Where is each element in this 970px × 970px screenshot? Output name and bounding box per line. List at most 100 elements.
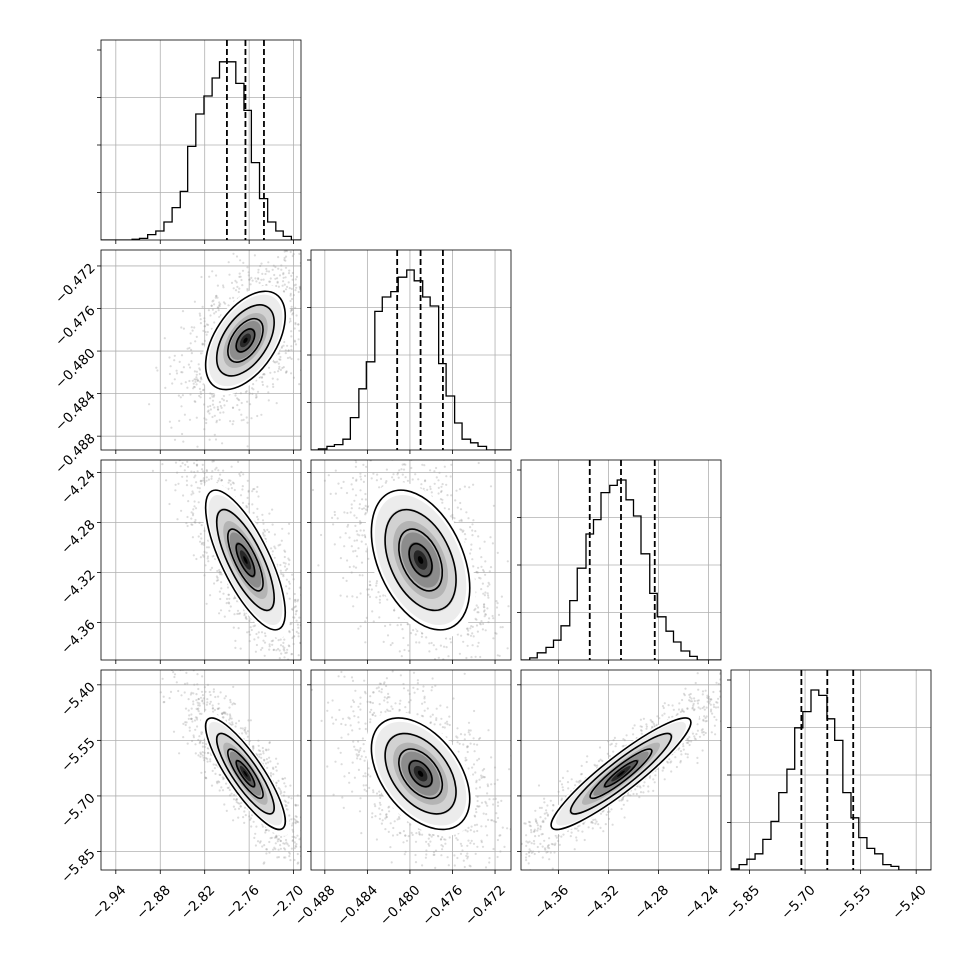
- scatter-point: [278, 352, 281, 355]
- scatter-point: [191, 453, 193, 455]
- scatter-point: [276, 277, 279, 280]
- scatter-point: [199, 390, 202, 393]
- scatter-point: [277, 779, 280, 783]
- scatter-point: [443, 661, 445, 663]
- scatter-point: [181, 310, 185, 313]
- scatter-point: [467, 629, 470, 632]
- scatter-point: [487, 594, 490, 597]
- scatter-point: [281, 366, 284, 370]
- scatter-point: [284, 371, 288, 374]
- scatter-point: [279, 790, 282, 793]
- scatter-point: [271, 508, 274, 511]
- panel-frame: [310, 459, 512, 661]
- scatter-point: [307, 601, 309, 603]
- scatter-point: [207, 409, 210, 412]
- scatter-point: [213, 321, 216, 324]
- scatter-point: [381, 451, 383, 453]
- scatter-point: [213, 406, 216, 409]
- scatter-point: [290, 372, 293, 375]
- scatter-point: [474, 617, 477, 621]
- scatter-point: [292, 606, 295, 610]
- scatter-point: [490, 661, 492, 663]
- scatter-point: [286, 344, 289, 347]
- panel-frame: [310, 249, 512, 451]
- scatter-point: [256, 507, 259, 510]
- scatter-point: [274, 361, 277, 364]
- scatter-point: [194, 474, 197, 477]
- scatter-point: [204, 690, 207, 693]
- scatter-point: [293, 599, 296, 602]
- scatter-point: [244, 731, 247, 734]
- scatter-point: [215, 780, 218, 784]
- scatter-point: [173, 673, 177, 676]
- scatter-point: [197, 501, 200, 504]
- scatter-point: [288, 701, 290, 703]
- scatter-point: [203, 428, 206, 431]
- scatter-point: [440, 485, 443, 488]
- scatter-point: [179, 465, 182, 468]
- scatter-point: [479, 577, 482, 580]
- scatter-point: [372, 472, 375, 475]
- scatter-point: [237, 802, 240, 805]
- scatter-point: [465, 666, 467, 668]
- scatter-point: [222, 711, 225, 714]
- scatter-point: [193, 500, 196, 503]
- scatter-point: [368, 583, 371, 587]
- scatter-point: [261, 513, 264, 516]
- scatter-point: [239, 275, 242, 278]
- scatter-point: [273, 371, 276, 374]
- scatter-point: [208, 438, 211, 441]
- scatter-point: [500, 595, 503, 598]
- scatter-point: [190, 523, 193, 526]
- scatter-point: [277, 544, 280, 547]
- scatter-point: [398, 469, 401, 472]
- scatter-point: [281, 284, 284, 287]
- scatter-point: [463, 533, 467, 536]
- scatter-point: [359, 592, 362, 595]
- scatter-point: [487, 621, 490, 624]
- scatter-point: [201, 554, 205, 557]
- scatter-point: [288, 287, 291, 290]
- scatter-point: [466, 627, 469, 630]
- scatter-point: [421, 632, 424, 635]
- scatter-point: [214, 772, 217, 776]
- scatter-panel-3-0: [101, 670, 301, 870]
- scatter-point: [256, 414, 259, 418]
- histogram-panel-0: [101, 40, 301, 240]
- scatter-point: [314, 310, 316, 312]
- scatter-point: [185, 479, 188, 482]
- scatter-point: [531, 687, 533, 689]
- scatter-point: [400, 655, 403, 658]
- scatter-point: [239, 494, 243, 497]
- scatter-point: [392, 473, 395, 476]
- scatter-point: [254, 650, 257, 653]
- scatter-point: [226, 786, 229, 790]
- scatter-point: [268, 648, 271, 651]
- scatter-point: [483, 603, 486, 606]
- scatter-point: [196, 470, 199, 473]
- scatter-point: [423, 707, 425, 709]
- scatter-point: [472, 565, 475, 568]
- scatter-point: [287, 272, 291, 275]
- scatter-point: [203, 417, 206, 420]
- scatter-point: [201, 343, 204, 346]
- scatter-point: [350, 545, 353, 548]
- scatter-point: [232, 597, 236, 600]
- scatter-point: [216, 306, 219, 309]
- scatter-point: [284, 562, 287, 565]
- scatter-point: [200, 731, 203, 734]
- scatter-point: [506, 691, 508, 693]
- scatter-point: [181, 432, 184, 436]
- scatter-point: [214, 438, 218, 441]
- scatter-point: [291, 628, 294, 631]
- scatter-point: [177, 394, 180, 397]
- scatter-point: [380, 453, 382, 455]
- scatter-point: [362, 452, 364, 454]
- scatter-point: [202, 329, 205, 332]
- scatter-point: [184, 381, 187, 384]
- scatter-point: [220, 479, 223, 482]
- scatter-point: [190, 517, 193, 520]
- scatter-point: [285, 370, 288, 373]
- scatter-point: [290, 274, 293, 277]
- scatter-point: [187, 500, 190, 503]
